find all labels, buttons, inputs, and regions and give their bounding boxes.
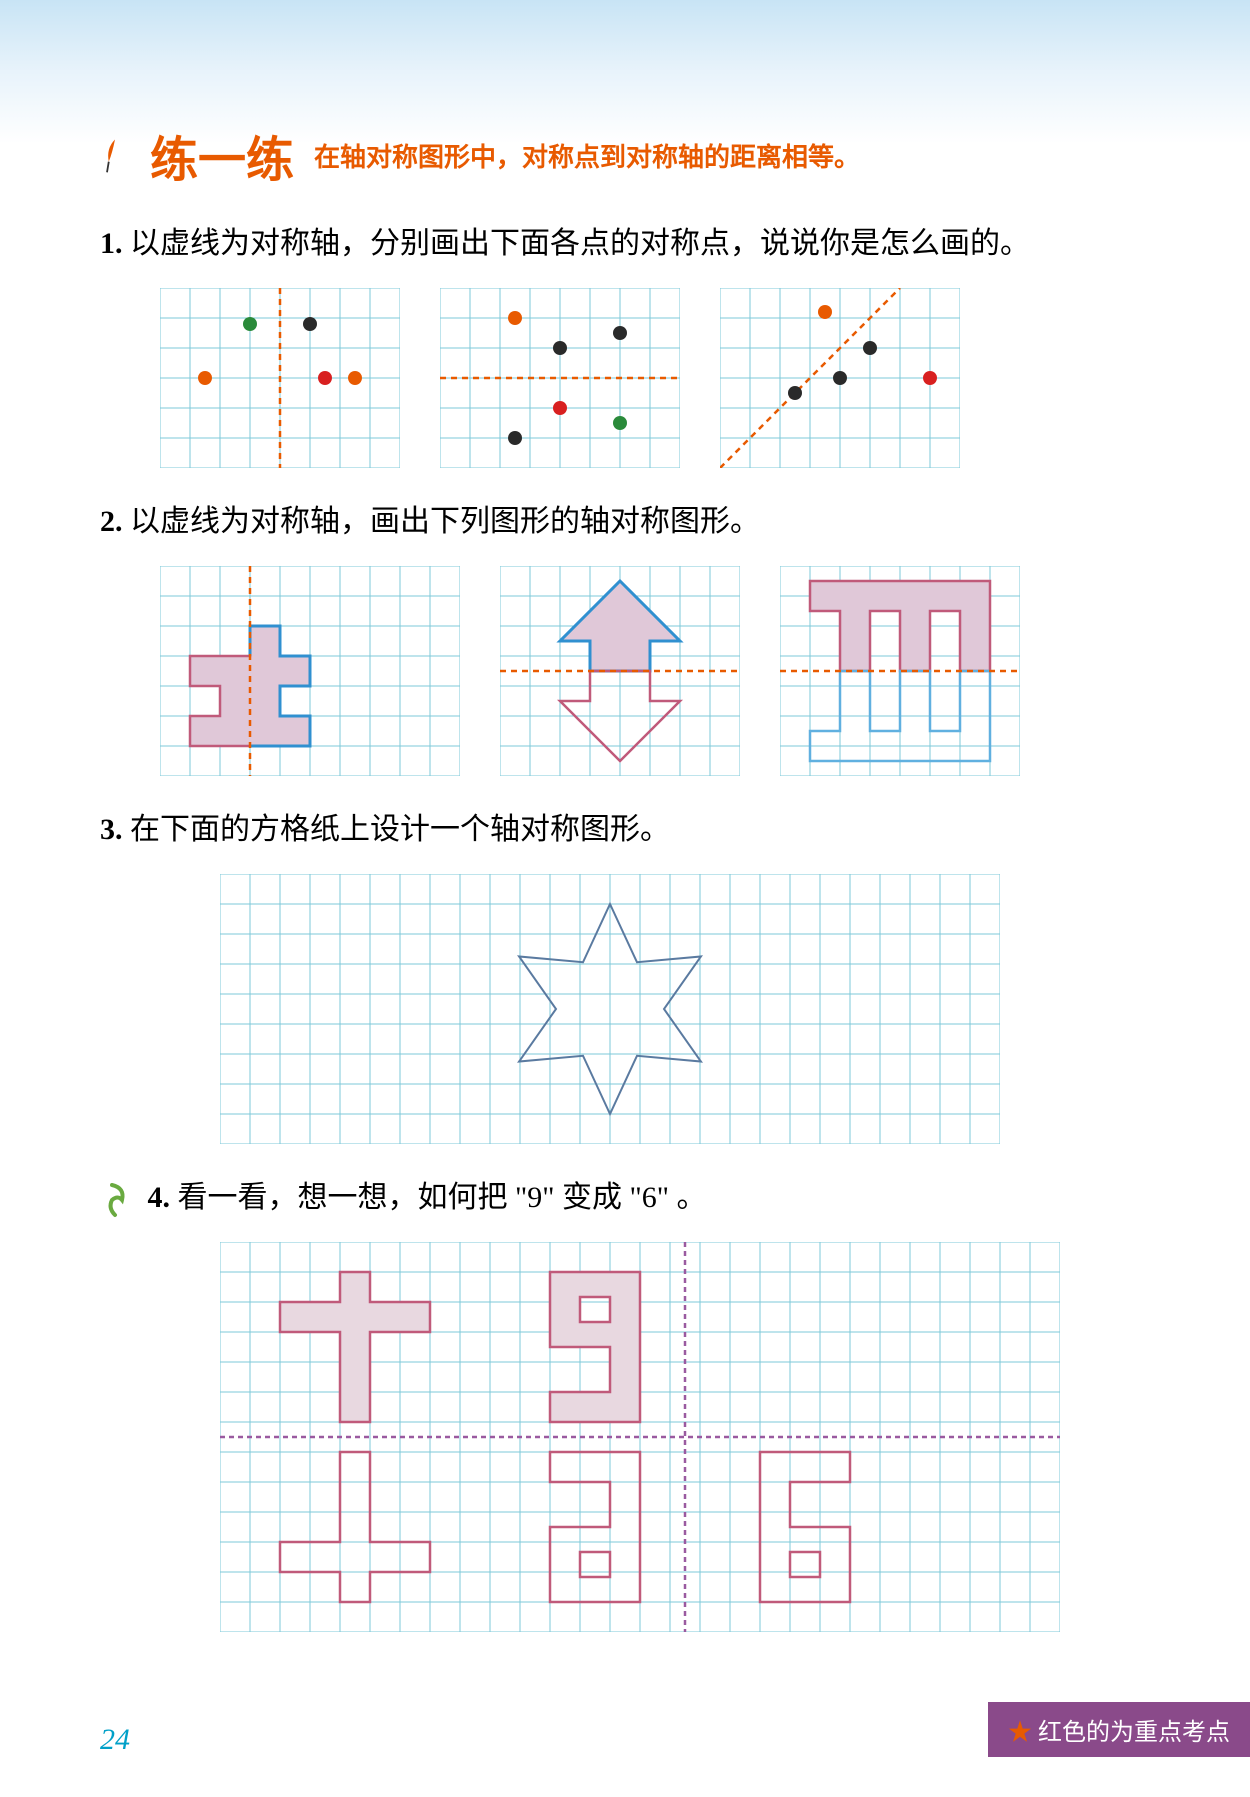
- section-subtitle: 在轴对称图形中，对称点到对称轴的距离相等。: [314, 137, 860, 174]
- page-number: 24: [100, 1723, 130, 1757]
- q2-grids: [160, 566, 1150, 776]
- q2-grid-1: [160, 566, 460, 776]
- q1-grid-1: [160, 288, 400, 468]
- title-row: 练一练 在轴对称图形中，对称点到对称轴的距离相等。: [100, 120, 1150, 190]
- q3-num: 3.: [100, 813, 123, 846]
- question-3: 3. 在下面的方格纸上设计一个轴对称图形。: [100, 806, 1150, 854]
- footer-text: 红色的为重点考点: [1032, 1720, 1230, 1746]
- q1-grid-2: [440, 288, 680, 468]
- q2-grid-3: [780, 566, 1020, 776]
- q3-text: 在下面的方格纸上设计一个轴对称图形。: [130, 813, 670, 846]
- question-4: 4. 看一看，想一想，如何把 "9" 变成 "6" 。: [100, 1174, 1150, 1222]
- q4-grids: [220, 1242, 1150, 1632]
- section-title: 练一练: [150, 120, 294, 190]
- q3-grid: [220, 874, 1000, 1144]
- feather-icon: [100, 135, 130, 175]
- q1-grid-3: [720, 288, 960, 468]
- question-1: 1. 以虚线为对称轴，分别画出下面各点的对称点，说说你是怎么画的。: [100, 220, 1150, 268]
- q1-text: 以虚线为对称轴，分别画出下面各点的对称点，说说你是怎么画的。: [130, 227, 1030, 260]
- footer-tag: ★ 红色的为重点考点: [988, 1702, 1250, 1757]
- q1-grids: [160, 288, 1150, 468]
- q3-grids: [220, 874, 1150, 1144]
- q4-num: 4.: [148, 1181, 171, 1214]
- question-2: 2. 以虚线为对称轴，画出下列图形的轴对称图形。: [100, 498, 1150, 546]
- q4-grid: [220, 1242, 1060, 1632]
- q1-num: 1.: [100, 227, 123, 260]
- q2-text: 以虚线为对称轴，画出下列图形的轴对称图形。: [130, 505, 760, 538]
- q2-num: 2.: [100, 505, 123, 538]
- q2-grid-2: [500, 566, 740, 776]
- q4-text: 看一看，想一想，如何把 "9" 变成 "6" 。: [178, 1181, 707, 1214]
- q4-decoration-icon: [100, 1180, 135, 1220]
- star-icon: ★: [1008, 1720, 1032, 1746]
